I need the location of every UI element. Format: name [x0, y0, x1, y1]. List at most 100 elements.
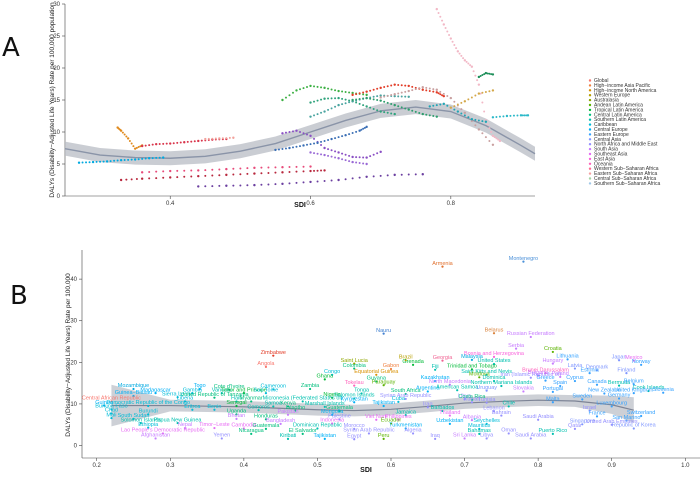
panel-a-point [425, 113, 428, 116]
panel-a-point [211, 137, 214, 140]
panel-a-point [469, 64, 472, 67]
panel-a-point [341, 135, 344, 138]
panel-b-point-label: Benin [207, 404, 221, 410]
panel-b-point [441, 409, 444, 413]
panel-b-point-label: Democratic Republic of the Congo [106, 400, 190, 406]
panel-b-point [426, 390, 429, 393]
panel-b-point-label: Kiribati [280, 433, 297, 439]
panel-b-point [132, 387, 135, 391]
panel-a-point [337, 89, 340, 93]
panel-a-point [281, 98, 284, 102]
panel-b-point-label: Portugal [543, 386, 564, 392]
panel-a-point [221, 137, 224, 140]
panel-a-point [386, 174, 389, 177]
panel-b-point [478, 427, 481, 430]
panel-b-point [316, 427, 319, 430]
panel-a-point [358, 162, 361, 165]
panel-a-point [463, 100, 467, 103]
panel-a-point [428, 90, 431, 93]
panel-a-point [183, 175, 186, 178]
panel-a-point [497, 138, 500, 141]
panel-b-point [632, 392, 635, 395]
panel-a-point [404, 107, 407, 110]
panel-b-point [434, 379, 437, 383]
panel-b-point [448, 414, 451, 417]
panel-a-point [439, 103, 442, 106]
panel-a-point [291, 146, 294, 149]
panel-a-point [337, 96, 340, 100]
panel-b-point [323, 378, 326, 381]
panel-b-point [353, 427, 356, 430]
panel-b-point-label: United Republic of Tanzania [180, 392, 249, 398]
panel-b-point [470, 358, 474, 361]
panel-b-point [228, 388, 231, 391]
panel-a-point [491, 134, 495, 138]
panel-a-legend-marker [588, 133, 592, 136]
panel-a-point [211, 174, 214, 177]
panel-a-point [218, 168, 221, 171]
panel-a-point [390, 84, 393, 87]
panel-b-point [537, 418, 540, 421]
panel-b-point-label: Oman [501, 428, 516, 434]
panel-b-point-label: Guatemala [326, 405, 354, 411]
panel-a-legend-label: Southeast Asia [594, 152, 628, 158]
panel-b-point-label: Slovakia [513, 386, 535, 392]
panel-b-point [625, 419, 628, 422]
panel-a-point [341, 152, 344, 155]
panel-b-x-tick-label: 1.0 [681, 463, 690, 469]
panel-b-point-label: Montenegro [509, 256, 538, 262]
panel-a-point [158, 156, 161, 159]
panel-a-point [211, 185, 214, 188]
panel-b-y-tick-label: 40 [70, 277, 77, 283]
panel-a-point [309, 151, 312, 154]
panel-a-legend-label: Andean Latin America [594, 103, 643, 109]
panel-b-point-label: Vanuatu [212, 387, 232, 393]
panel-a-point [418, 111, 421, 114]
panel-b-point-label: Sao Tome [254, 387, 279, 393]
panel-a-legend-label: Western Europe [594, 93, 630, 99]
panel-b-point-label: Solomon Islands [334, 393, 375, 399]
panel-a-point [281, 147, 284, 150]
panel-a-point [316, 152, 319, 155]
panel-a-point [306, 133, 309, 136]
panel-a-point [463, 59, 467, 62]
panel-b-point [404, 414, 407, 417]
panel-a-x-tick-label: 0.4 [166, 201, 175, 207]
panel-a-point [299, 131, 301, 133]
panel-a-point [481, 120, 484, 123]
panel-b-point-label: Viet Nam [365, 414, 388, 420]
panel-a-point [400, 95, 403, 98]
panel-b-point [470, 401, 474, 404]
panel-b-point [235, 417, 238, 420]
panel-a-point [232, 173, 235, 176]
panel-a-point [127, 158, 130, 161]
panel-a-point [295, 181, 298, 184]
panel-a-point [81, 161, 84, 164]
panel-b-point [191, 392, 194, 395]
panel-b-point [257, 409, 260, 412]
panel-a-point [337, 157, 340, 160]
panel-b-x-tick-label: 0.3 [166, 463, 175, 469]
panel-a-point [151, 157, 154, 160]
panel-b-point [411, 432, 415, 435]
panel-b-point [272, 405, 275, 408]
panel-a-point [407, 84, 410, 88]
panel-b-point-label: Zambia [301, 383, 320, 389]
panel-a-point [505, 114, 509, 118]
panel-a-point [376, 152, 379, 155]
panel-a-point [169, 176, 172, 179]
panel-a-legend-marker [588, 157, 592, 161]
panel-b-point-label: Iran (Islamic Republic of) [500, 372, 561, 378]
panel-a-point [418, 87, 421, 90]
panel-a-point [358, 92, 361, 95]
panel-a-point [190, 169, 193, 172]
panel-a-point [302, 132, 305, 135]
panel-a-point [179, 141, 182, 144]
panel-b-point [220, 392, 223, 395]
panel-b-point [529, 437, 532, 440]
panel-a-point [456, 50, 460, 53]
panel-b-point [397, 400, 400, 403]
panel-a-point [390, 112, 393, 115]
panel-b-point [382, 437, 385, 440]
panel-b-point-label: Syrian Arab Republic [343, 428, 395, 434]
